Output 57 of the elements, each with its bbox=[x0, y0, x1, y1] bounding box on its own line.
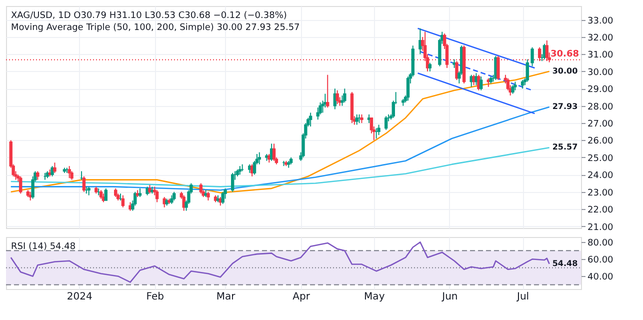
y-tick-label: 30.00 bbox=[588, 68, 614, 78]
y-tick-label: 28.00 bbox=[588, 102, 614, 112]
candlestick bbox=[221, 191, 224, 204]
candlestick bbox=[343, 88, 346, 103]
annotation: 25.57 bbox=[552, 142, 578, 152]
candlestick bbox=[258, 152, 261, 165]
line-series bbox=[10, 241, 550, 283]
y-tick-label: 31.00 bbox=[588, 50, 614, 61]
line-series bbox=[10, 70, 550, 194]
x-tick-label: Jul bbox=[516, 292, 530, 302]
y-tick-label: 25.00 bbox=[588, 154, 614, 164]
candlestick bbox=[355, 114, 358, 126]
y-tick-label: 29.00 bbox=[588, 85, 614, 96]
y-tick-label: 26.00 bbox=[588, 136, 614, 147]
candlestick bbox=[272, 143, 276, 162]
text: RSI (14) 54.48 bbox=[11, 242, 76, 252]
y-tick-label: 22.00 bbox=[588, 206, 614, 216]
candlestick bbox=[377, 124, 380, 136]
annotation: 54.48 bbox=[552, 258, 578, 268]
text: Moving Average Triple (50, 100, 200, Simple) 30.00 27.93 25.57 bbox=[11, 23, 300, 33]
annotation: 27.93 bbox=[552, 102, 578, 112]
candlestick bbox=[53, 162, 56, 174]
candlestick bbox=[230, 172, 234, 192]
candlestick bbox=[68, 166, 71, 179]
candlestick bbox=[418, 28, 422, 55]
line-series bbox=[10, 106, 550, 191]
x-tick-label: May bbox=[364, 292, 385, 302]
candlestick bbox=[155, 190, 159, 203]
candlestick bbox=[199, 182, 203, 194]
y-tick-label: 21.00 bbox=[588, 222, 614, 233]
x-tick-label: Apr bbox=[292, 292, 311, 302]
candlestick bbox=[336, 90, 339, 105]
candlestick bbox=[326, 74, 330, 108]
candlestick bbox=[50, 166, 54, 177]
y-tick-label: 24.00 bbox=[588, 171, 614, 182]
annotation: 30.00 bbox=[552, 66, 578, 76]
text: XAG/USD, 1D O30.79 H31.10 L30.53 C30.68 −0.12 (−0.38%) bbox=[11, 11, 287, 21]
line-series bbox=[10, 146, 550, 188]
y-tick-label: 23.00 bbox=[588, 188, 614, 198]
x-tick-label: Feb bbox=[146, 292, 164, 302]
candlestick bbox=[82, 176, 86, 192]
x-tick-label: 2024 bbox=[66, 292, 92, 302]
y-tick-label: 60.00 bbox=[588, 256, 614, 266]
x-tick-label: Jun bbox=[441, 292, 458, 302]
candlestick bbox=[406, 76, 410, 102]
candlestick bbox=[384, 116, 388, 130]
ref-line-label: 30.68 bbox=[550, 50, 579, 60]
x-tick-label: Mar bbox=[216, 292, 236, 302]
y-tick-label: 40.00 bbox=[588, 272, 614, 283]
y-tick-label: 27.00 bbox=[588, 120, 614, 130]
candlestick bbox=[121, 194, 125, 208]
y-tick-label: 32.00 bbox=[588, 33, 614, 44]
candlestick bbox=[480, 76, 483, 91]
y-tick-label: 80.00 bbox=[588, 238, 614, 249]
candlestick bbox=[104, 188, 108, 201]
candlestick bbox=[19, 176, 22, 194]
y-tick-label: 33.00 bbox=[588, 16, 614, 26]
